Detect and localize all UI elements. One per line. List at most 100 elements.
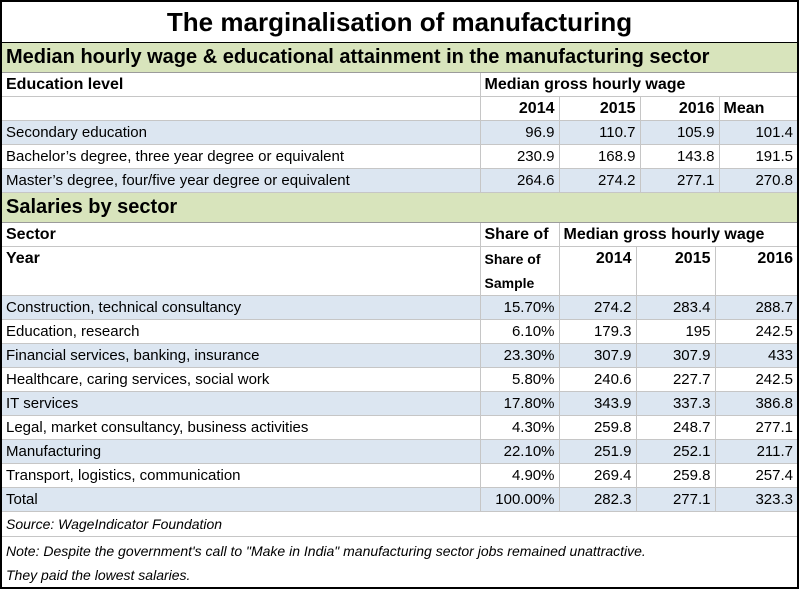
cell-value: 337.3 bbox=[636, 391, 716, 416]
cell-value: 257.4 bbox=[715, 463, 797, 488]
share-sub-line: Sample bbox=[484, 275, 535, 291]
cell-value: 195 bbox=[636, 319, 716, 344]
sector-salary-table: Sector Share of Median gross hourly wage… bbox=[2, 223, 797, 512]
year-header-row: 2014 2015 2016 Mean bbox=[2, 96, 797, 121]
cell-value: 307.9 bbox=[636, 343, 716, 368]
row-label: Transport, logistics, communication bbox=[2, 463, 481, 488]
sector-header: Sector bbox=[2, 223, 481, 247]
cell-value: 274.2 bbox=[559, 295, 637, 320]
row-label: Bachelor’s degree, three year degree or … bbox=[2, 144, 481, 169]
row-label: Secondary education bbox=[2, 120, 481, 145]
year-header: 2016 bbox=[640, 96, 720, 121]
cell-value: 433 bbox=[715, 343, 797, 368]
mean-header: Mean bbox=[719, 96, 797, 121]
share-sub-header: Share of Sample bbox=[480, 246, 560, 296]
cell-value: 248.7 bbox=[636, 415, 716, 440]
row-label: Master’s degree, four/five year degree o… bbox=[2, 168, 481, 193]
cell-value: 143.8 bbox=[640, 144, 720, 169]
table-row: Education, research 6.10% 179.3 195 242.… bbox=[2, 319, 797, 344]
cell-value: 274.2 bbox=[559, 168, 641, 193]
median-wage-header: Median gross hourly wage bbox=[480, 73, 797, 97]
table-row: IT services 17.80% 343.9 337.3 386.8 bbox=[2, 391, 797, 416]
cell-value: 270.8 bbox=[719, 168, 797, 193]
table-row: Transport, logistics, communication 4.90… bbox=[2, 463, 797, 488]
footnote: Note: Despite the government's call to "… bbox=[2, 537, 797, 587]
section-education-heading: Median hourly wage & educational attainm… bbox=[2, 43, 797, 73]
cell-value: 323.3 bbox=[715, 487, 797, 512]
cell-value: 277.1 bbox=[640, 168, 720, 193]
cell-value: 277.1 bbox=[715, 415, 797, 440]
year-header: 2015 bbox=[636, 246, 716, 296]
share-sub-line: Share of bbox=[484, 251, 541, 267]
row-label: Financial services, banking, insurance bbox=[2, 343, 481, 368]
share-value: 4.30% bbox=[480, 415, 560, 440]
share-value: 15.70% bbox=[480, 295, 560, 320]
table-row: Construction, technical consultancy 15.7… bbox=[2, 295, 797, 320]
cell-value: 242.5 bbox=[715, 367, 797, 392]
cell-value: 211.7 bbox=[715, 439, 797, 464]
cell-value: 282.3 bbox=[559, 487, 637, 512]
cell-value: 283.4 bbox=[636, 295, 716, 320]
table-row: Legal, market consultancy, business acti… bbox=[2, 415, 797, 440]
row-label: Total bbox=[2, 487, 481, 512]
cell-value: 264.6 bbox=[480, 168, 560, 193]
share-value: 17.80% bbox=[480, 391, 560, 416]
share-value: 22.10% bbox=[480, 439, 560, 464]
total-row: Total 100.00% 282.3 277.1 323.3 bbox=[2, 487, 797, 512]
share-value: 6.10% bbox=[480, 319, 560, 344]
cell-value: 259.8 bbox=[559, 415, 637, 440]
cell-value: 227.7 bbox=[636, 367, 716, 392]
cell-value: 252.1 bbox=[636, 439, 716, 464]
cell-value: 288.7 bbox=[715, 295, 797, 320]
year-header: 2014 bbox=[480, 96, 560, 121]
cell-value: 386.8 bbox=[715, 391, 797, 416]
year-header-row: Year Share of Sample 2014 2015 2016 bbox=[2, 246, 797, 296]
table-row: Secondary education 96.9 110.7 105.9 101… bbox=[2, 120, 797, 145]
share-value: 5.80% bbox=[480, 367, 560, 392]
row-label: Healthcare, caring services, social work bbox=[2, 367, 481, 392]
row-label: Education, research bbox=[2, 319, 481, 344]
table-header-row: Sector Share of Median gross hourly wage bbox=[2, 223, 797, 247]
cell-value: 168.9 bbox=[559, 144, 641, 169]
cell-value: 230.9 bbox=[480, 144, 560, 169]
cell-value: 259.8 bbox=[636, 463, 716, 488]
cell-value: 277.1 bbox=[636, 487, 716, 512]
table-row: Manufacturing 22.10% 251.9 252.1 211.7 bbox=[2, 439, 797, 464]
median-wage-header: Median gross hourly wage bbox=[559, 223, 797, 247]
source-note: Source: WageIndicator Foundation bbox=[2, 512, 797, 537]
blank-cell bbox=[2, 96, 481, 121]
table-row: Financial services, banking, insurance 2… bbox=[2, 343, 797, 368]
cell-value: 105.9 bbox=[640, 120, 720, 145]
cell-value: 307.9 bbox=[559, 343, 637, 368]
table-header-row: Education level Median gross hourly wage bbox=[2, 73, 797, 97]
cell-value: 191.5 bbox=[719, 144, 797, 169]
table-row: Healthcare, caring services, social work… bbox=[2, 367, 797, 392]
row-label: Construction, technical consultancy bbox=[2, 295, 481, 320]
row-label: IT services bbox=[2, 391, 481, 416]
footnote-line: Note: Despite the government's call to "… bbox=[6, 543, 646, 559]
table-row: Master’s degree, four/five year degree o… bbox=[2, 168, 797, 193]
share-value: 100.00% bbox=[480, 487, 560, 512]
cell-value: 343.9 bbox=[559, 391, 637, 416]
page-title: The marginalisation of manufacturing bbox=[2, 2, 797, 43]
year-header: 2015 bbox=[559, 96, 641, 121]
cell-value: 240.6 bbox=[559, 367, 637, 392]
cell-value: 110.7 bbox=[559, 120, 641, 145]
year-header: 2016 bbox=[715, 246, 797, 296]
cell-value: 101.4 bbox=[719, 120, 797, 145]
section-sector-heading: Salaries by sector bbox=[2, 193, 797, 223]
education-level-header: Education level bbox=[2, 73, 481, 97]
cell-value: 251.9 bbox=[559, 439, 637, 464]
share-value: 23.30% bbox=[480, 343, 560, 368]
row-label: Manufacturing bbox=[2, 439, 481, 464]
cell-value: 96.9 bbox=[480, 120, 560, 145]
table-row: Bachelor’s degree, three year degree or … bbox=[2, 144, 797, 169]
share-value: 4.90% bbox=[480, 463, 560, 488]
footnote-line: They paid the lowest salaries. bbox=[6, 567, 191, 583]
year-header: 2014 bbox=[559, 246, 637, 296]
share-header: Share of bbox=[480, 223, 560, 247]
cell-value: 179.3 bbox=[559, 319, 637, 344]
education-wage-table: Education level Median gross hourly wage… bbox=[2, 73, 797, 193]
row-label: Legal, market consultancy, business acti… bbox=[2, 415, 481, 440]
